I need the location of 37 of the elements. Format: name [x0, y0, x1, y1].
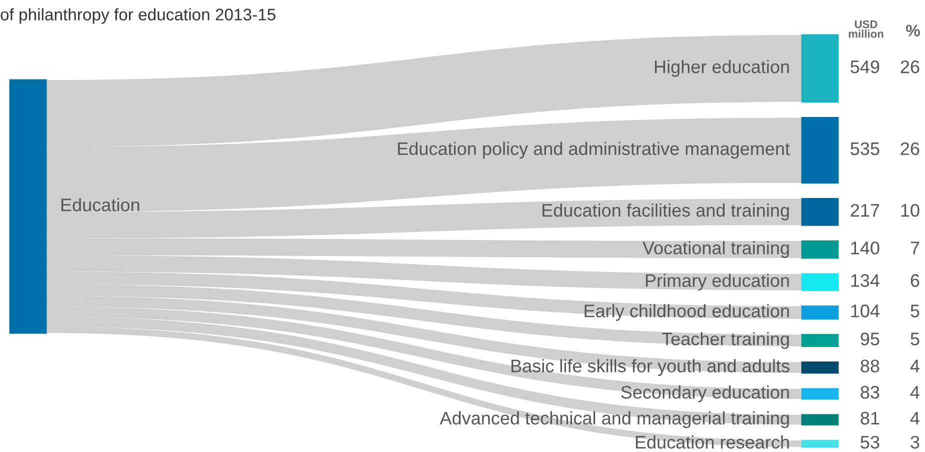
data-label: 26 [900, 60, 920, 74]
data-label: 4 [910, 386, 920, 399]
category-label: Primary education [646, 274, 789, 291]
data-label: 4 [910, 360, 920, 372]
text: Education [61, 198, 140, 212]
text: % [906, 24, 920, 36]
data-label: 549 [850, 60, 880, 74]
data-label: 5 [910, 332, 920, 346]
data-label: 140 [851, 242, 880, 254]
data-label: 53 [860, 436, 880, 449]
data-label: 134 [851, 274, 880, 287]
data-label: 26 [900, 142, 920, 156]
data-label: 95 [860, 332, 880, 346]
category-label: Secondary education [621, 385, 789, 402]
data-label: 5 [910, 304, 920, 318]
data-label: 217 [850, 204, 880, 217]
category-label: Education research [636, 435, 789, 449]
data-label: 10 [901, 204, 920, 217]
category-label: Vocational training [642, 241, 789, 258]
data-label: 104 [851, 304, 880, 318]
text: USD million [848, 20, 884, 38]
data-label: 3 [910, 436, 920, 449]
text: of philanthropy for education 2013-15 [0, 8, 276, 24]
category-label: Basic life skills for youth and adults [512, 359, 790, 376]
category-label: Education policy and administrative management [398, 142, 790, 159]
category-label: Advanced technical and managerial training [440, 411, 789, 428]
data-label: 81 [860, 412, 880, 425]
data-label: 7 [910, 242, 920, 254]
category-label: Education facilities and training [542, 204, 789, 220]
data-label: 535 [850, 142, 880, 156]
category-label: Early childhood education [584, 304, 789, 321]
data-label: 83 [860, 386, 880, 399]
data-label: 88 [860, 360, 880, 372]
data-label: 4 [910, 412, 920, 424]
category-label: Higher education [654, 60, 789, 77]
data-label: 6 [910, 274, 920, 287]
category-label: Teacher training [662, 332, 789, 349]
